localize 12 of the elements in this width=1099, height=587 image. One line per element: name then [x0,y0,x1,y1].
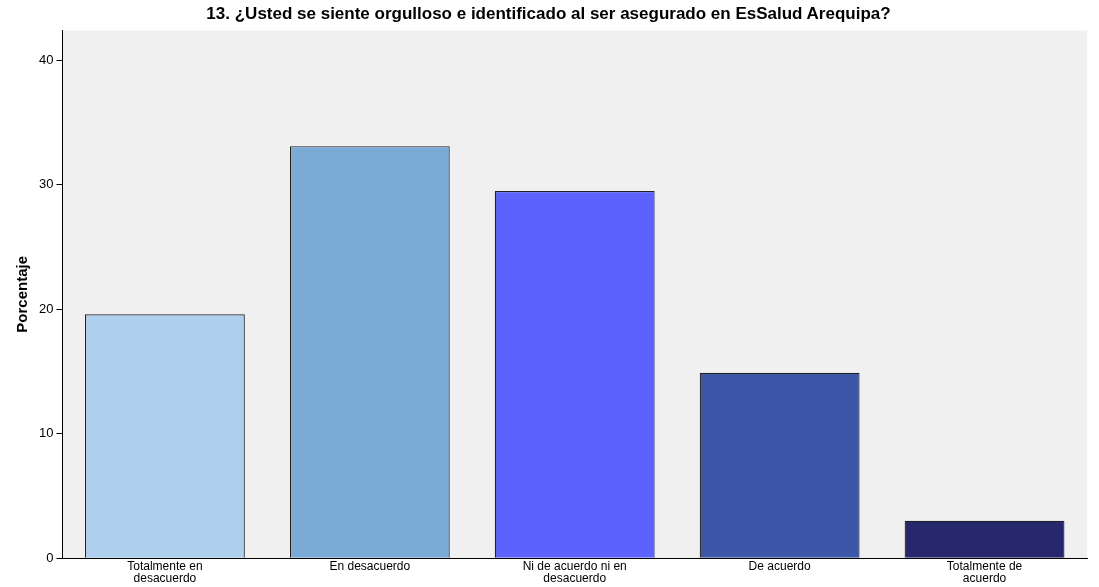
x-tick-label: De acuerdo [748,559,811,574]
y-tick-label: 40 [38,51,54,67]
y-tick-label: 20 [38,300,54,316]
x-tick-label: Totalmente en desacuerdo [127,559,203,585]
y-tick-label: 0 [46,549,54,565]
chart-title: 13. ¿Usted se siente orgulloso e identificado al ser asegurado en EsSalud Arequipa? [206,3,891,23]
x-tick-label: Ni de acuerdo ni en desacuerdo [522,559,627,585]
y-tick-label: 10 [38,425,54,441]
x-tick-label: En desacuerdo [329,559,411,574]
y-axis-title: Porcentaje [13,255,31,333]
y-tick-label: 30 [38,176,54,192]
x-tick-label: Totalmente de acuerdo [946,559,1023,585]
